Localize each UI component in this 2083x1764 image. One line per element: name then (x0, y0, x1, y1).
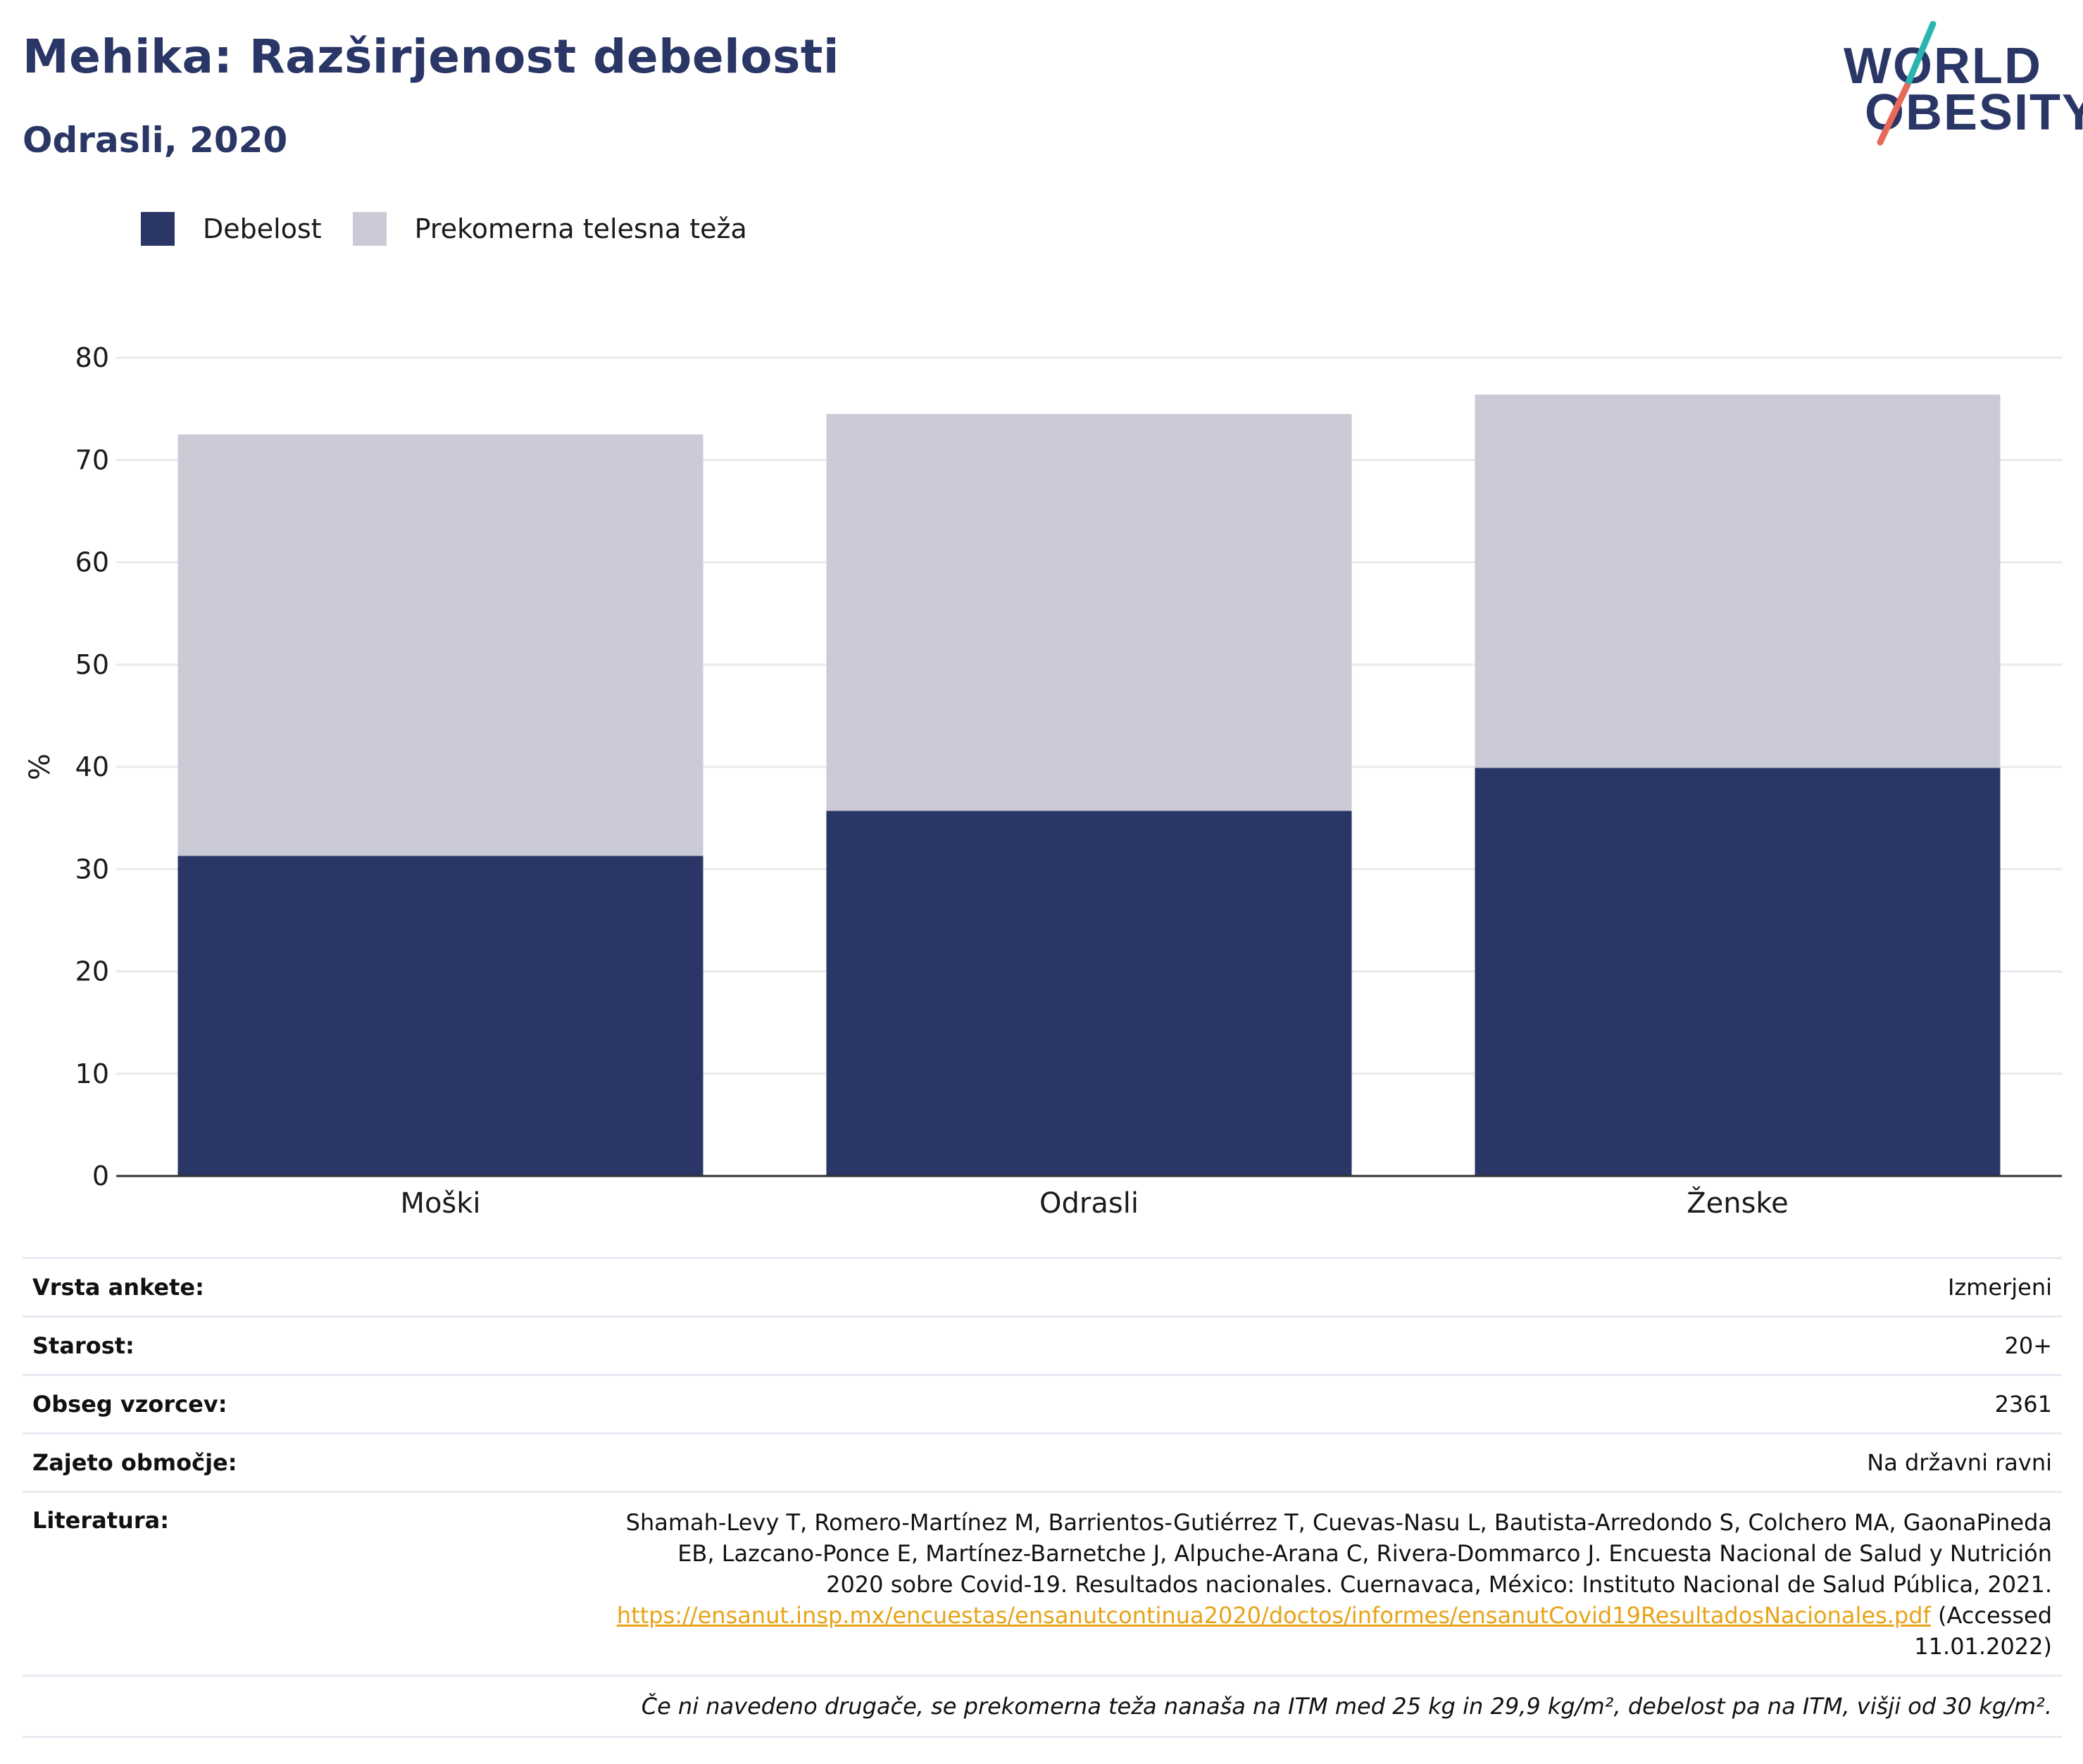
sample-size-value: 2361 (1994, 1391, 2052, 1418)
legend-item-prekomerna: Prekomerna telesna teža (352, 212, 747, 246)
y-tick-label: 0 (92, 1161, 109, 1191)
world-obesity-logo: WORLD OBESITY (1838, 21, 2083, 148)
area-value: Na državni ravni (1867, 1449, 2052, 1476)
x-tick-label: Ženske (1687, 1186, 1789, 1220)
details-row-survey-type: Vrsta ankete: Izmerjeni (23, 1257, 2062, 1315)
y-tick-label: 50 (75, 649, 109, 680)
sample-size-label: Obseg vzorcev: (32, 1391, 227, 1418)
bar-debelost-2 (1475, 768, 2001, 1176)
definition-note: Če ni navedeno drugače, se prekomerna te… (641, 1693, 2052, 1720)
chart-legend: Debelost Prekomerna telesna teža (141, 211, 778, 246)
y-axis-title: % (24, 753, 56, 780)
area-label: Zajeto območje: (32, 1449, 237, 1476)
page-title: Mehika: Razširjenost debelosti (23, 30, 840, 84)
legend-label-debelost: Debelost (203, 213, 322, 244)
logo-word-world: WORLD (1844, 38, 2042, 94)
literature-label: Literatura: (32, 1507, 169, 1534)
y-tick-label: 40 (75, 751, 109, 782)
literature-value: Shamah-Levy T, Romero-Martínez M, Barrie… (615, 1507, 2052, 1662)
y-tick-label: 10 (75, 1058, 109, 1089)
legend-swatch-debelost (141, 212, 175, 246)
literature-accessed: (Accessed 11.01.2022) (1914, 1602, 2052, 1660)
bar-prekomerna-2 (1475, 394, 2001, 768)
age-label: Starost: (32, 1332, 135, 1359)
details-row-age: Starost: 20+ (23, 1315, 2062, 1374)
y-tick-label: 80 (75, 342, 109, 373)
stacked-bar-chart: 0 10 20 30 40 50 60 70 80% Moški Odrasli Ženske (24, 342, 2062, 1220)
legend-swatch-prekomerna (352, 212, 387, 246)
y-tick-label: 20 (75, 956, 109, 987)
y-tick-label: 30 (75, 853, 109, 884)
details-row-area: Zajeto območje: Na državni ravni (23, 1432, 2062, 1491)
x-tick-label: Odrasli (1039, 1187, 1139, 1220)
y-tick-label: 60 (75, 547, 109, 578)
details-row-literature: Literatura: Shamah-Levy T, Romero-Martín… (23, 1491, 2062, 1675)
literature-link[interactable]: https://ensanut.insp.mx/encuestas/ensanu… (616, 1602, 1931, 1629)
survey-type-value: Izmerjeni (1948, 1274, 2052, 1301)
literature-text: Shamah-Levy T, Romero-Martínez M, Barrie… (625, 1509, 2052, 1598)
x-tick-label: Moški (400, 1187, 480, 1220)
bar-prekomerna-1 (826, 413, 1352, 811)
logo-slash-icon (1877, 21, 1937, 146)
bar-debelost-1 (826, 811, 1352, 1176)
details-row-note: Če ni navedeno drugače, se prekomerna te… (23, 1675, 2062, 1738)
legend-item-debelost: Debelost (141, 212, 322, 246)
details-row-sample-size: Obseg vzorcev: 2361 (23, 1374, 2062, 1432)
bar-prekomerna-0 (177, 434, 703, 856)
page-subtitle: Odrasli, 2020 (23, 120, 288, 161)
y-tick-label: 70 (75, 444, 109, 475)
survey-type-label: Vrsta ankete: (32, 1274, 204, 1301)
age-value: 20+ (2004, 1332, 2052, 1359)
legend-label-prekomerna: Prekomerna telesna teža (414, 213, 747, 244)
bar-debelost-0 (177, 856, 703, 1176)
details-table: Vrsta ankete: Izmerjeni Starost: 20+ Obs… (23, 1257, 2062, 1738)
